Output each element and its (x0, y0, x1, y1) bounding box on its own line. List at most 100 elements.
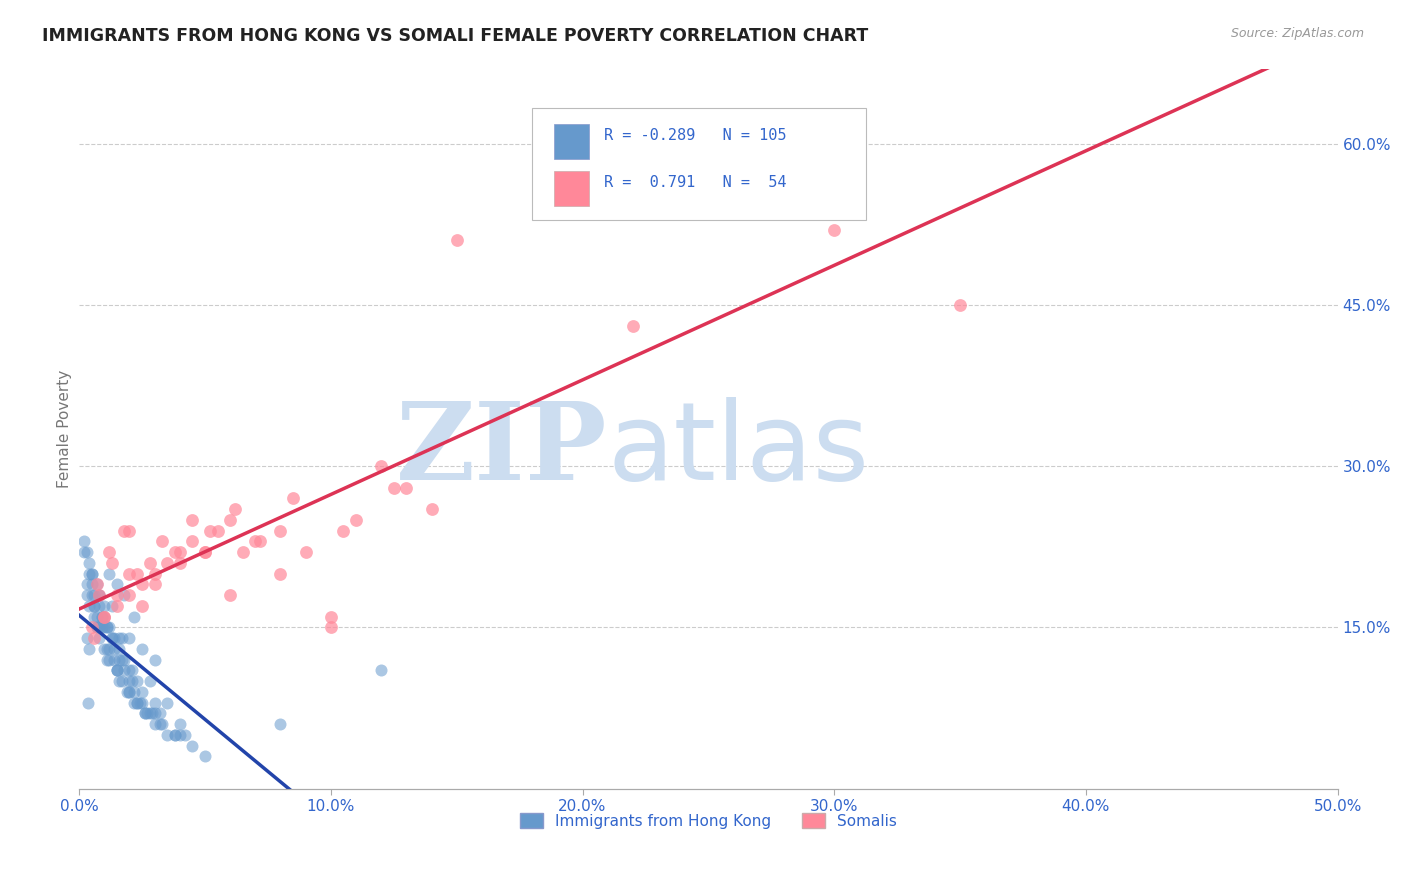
Point (294, 545, 316, 559)
Point (118, 631, 141, 645)
Point (90, 609, 112, 624)
Point (949, 298, 972, 312)
Point (370, 663, 392, 677)
Text: R = -0.289   N = 105: R = -0.289 N = 105 (605, 128, 786, 144)
Point (138, 706, 160, 721)
Bar (554, 124, 589, 159)
Point (134, 706, 156, 721)
Point (194, 545, 217, 559)
Point (124, 609, 146, 624)
Point (93, 641, 115, 656)
Point (101, 556, 124, 570)
Point (93, 609, 115, 624)
Point (319, 620, 342, 634)
Point (149, 706, 172, 721)
Point (169, 717, 191, 731)
Point (332, 524, 354, 538)
FancyBboxPatch shape (533, 108, 866, 219)
Text: Source: ZipAtlas.com: Source: ZipAtlas.com (1230, 27, 1364, 40)
Point (89, 588, 111, 602)
Point (181, 513, 204, 527)
Point (80, 566, 103, 581)
Point (89, 620, 111, 634)
Point (83, 609, 105, 624)
Point (143, 696, 166, 710)
Point (98, 652, 121, 666)
Point (232, 545, 254, 559)
Point (134, 706, 156, 721)
Point (128, 696, 150, 710)
Point (150, 534, 173, 549)
Point (111, 674, 134, 689)
Point (83, 599, 105, 613)
Point (131, 577, 153, 591)
Point (89, 631, 111, 645)
Point (131, 696, 153, 710)
Point (77, 696, 100, 710)
Point (105, 577, 128, 591)
Point (224, 502, 246, 516)
Point (121, 674, 143, 689)
Point (77, 641, 100, 656)
Point (80, 566, 103, 581)
Point (86, 577, 108, 591)
Point (83, 588, 105, 602)
Point (138, 556, 160, 570)
Point (112, 652, 135, 666)
Point (98, 545, 121, 559)
Point (101, 599, 124, 613)
Point (77, 599, 100, 613)
Point (73, 534, 96, 549)
Point (83, 631, 105, 645)
Point (420, 502, 443, 516)
Point (823, 223, 845, 237)
Point (103, 652, 125, 666)
Point (118, 663, 141, 677)
Point (156, 696, 179, 710)
Point (125, 566, 148, 581)
Point (118, 685, 141, 699)
Point (76, 545, 98, 559)
Text: atlas: atlas (607, 397, 870, 503)
Point (103, 641, 125, 656)
Point (219, 588, 242, 602)
Point (89, 588, 111, 602)
Point (76, 577, 98, 591)
Point (344, 513, 367, 527)
Point (77, 566, 100, 581)
Point (124, 685, 146, 699)
Point (141, 706, 163, 721)
Point (76, 588, 98, 602)
Point (98, 566, 121, 581)
Point (163, 728, 186, 742)
Point (143, 717, 166, 731)
Point (89, 588, 111, 602)
Point (395, 481, 418, 495)
Point (77, 556, 100, 570)
Point (249, 534, 271, 549)
Point (198, 524, 221, 538)
Point (131, 685, 153, 699)
Point (319, 609, 342, 624)
Point (156, 556, 179, 570)
Point (80, 588, 103, 602)
Point (89, 599, 111, 613)
Point (86, 609, 108, 624)
Point (105, 663, 128, 677)
Point (96, 620, 118, 634)
Point (96, 620, 118, 634)
Point (125, 674, 148, 689)
Point (446, 234, 468, 248)
Point (93, 609, 115, 624)
Point (108, 641, 131, 656)
Point (143, 577, 166, 591)
Bar (554, 171, 589, 206)
Point (163, 728, 186, 742)
Point (169, 728, 191, 742)
Point (80, 620, 103, 634)
Point (143, 652, 166, 666)
Point (181, 739, 204, 753)
Point (105, 663, 128, 677)
Point (83, 599, 105, 613)
Point (181, 534, 204, 549)
